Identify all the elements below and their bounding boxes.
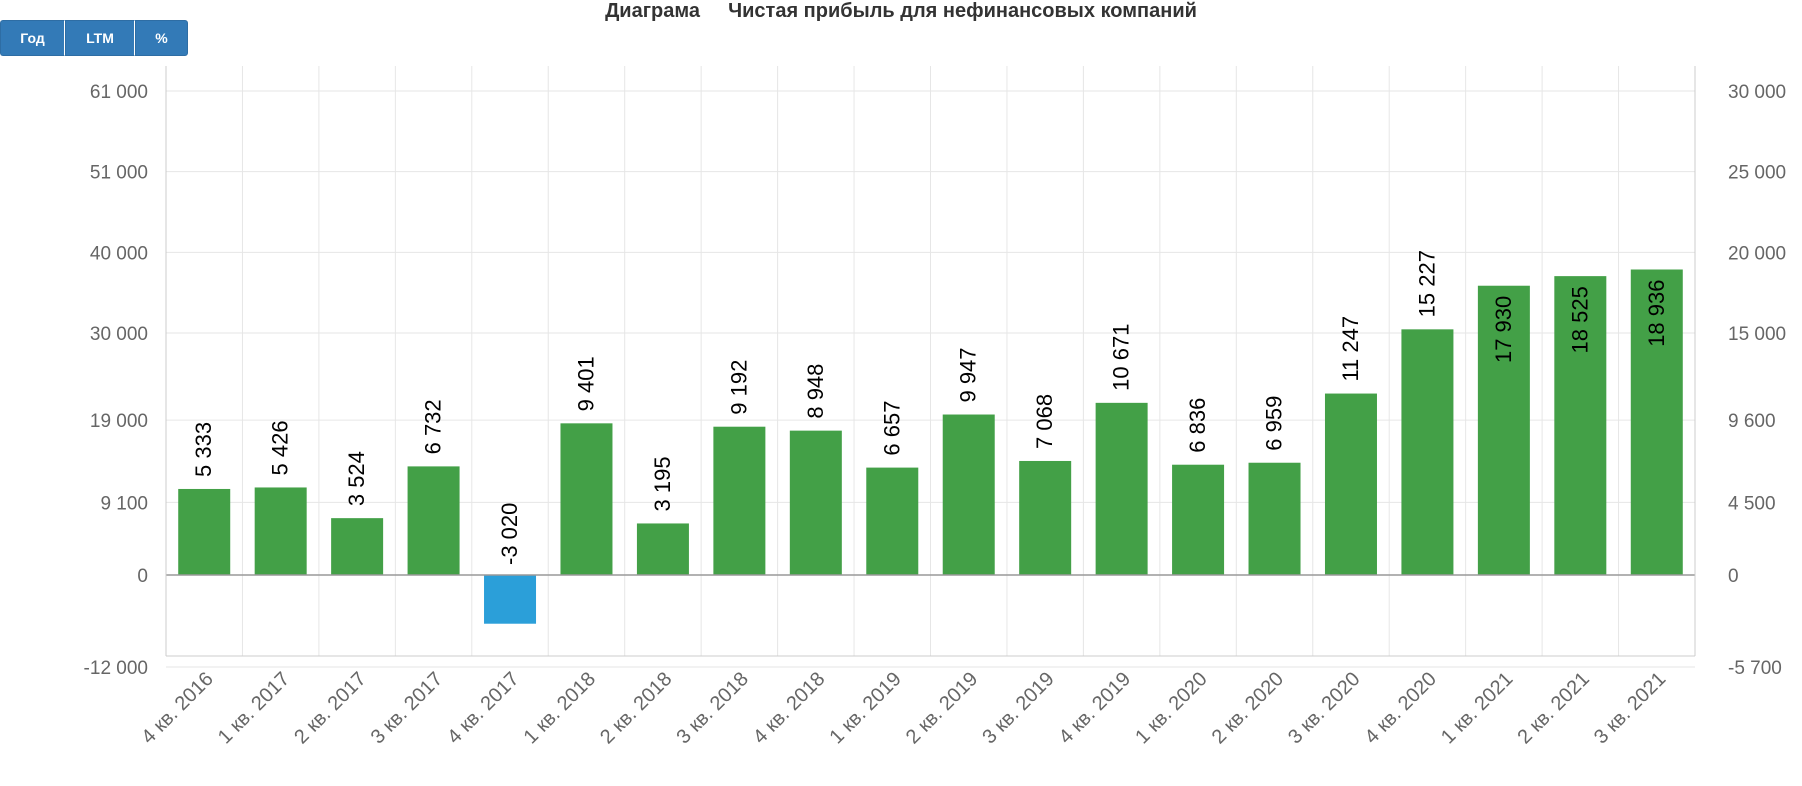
x-tick-label: 4 кв. 2020 [1361, 668, 1441, 748]
y-right-tick-label: 0 [1728, 566, 1739, 587]
data-label: 3 524 [344, 451, 369, 506]
bar[interactable] [866, 467, 919, 575]
y-left-tick-label: 9 100 [100, 493, 148, 514]
x-tick-label: 2 кв. 2017 [290, 668, 370, 748]
data-label: 9 947 [956, 347, 981, 402]
y-right-tick-label: 25 000 [1728, 163, 1786, 184]
y-right-tick-label: 15 000 [1728, 324, 1786, 345]
bar[interactable] [1401, 329, 1454, 575]
data-label: 18 525 [1567, 286, 1592, 353]
data-label: 6 836 [1185, 398, 1210, 453]
y-left-tick-label: 0 [137, 566, 148, 587]
data-label: -3 020 [497, 503, 522, 565]
bars [178, 269, 1683, 624]
data-label: 8 948 [803, 364, 828, 419]
y-left-tick-label: 30 000 [90, 324, 148, 345]
x-tick-label: 1 кв. 2020 [1131, 668, 1211, 748]
y-left-tick-label: 61 000 [90, 82, 148, 103]
data-label: 17 930 [1491, 296, 1516, 363]
chart-title-text: Чистая прибыль для нефинансовых компаний [728, 0, 1197, 22]
axes: -12 000 -5 700 0 0 9 100 4 500 19 000 9 600 30 0… [84, 66, 1786, 748]
x-tick-label: 2 кв. 2018 [596, 668, 676, 748]
x-tick-label: 1 кв. 2017 [214, 668, 294, 748]
x-tick-label: 2 кв. 2020 [1208, 668, 1288, 748]
bar[interactable] [407, 466, 460, 575]
bar[interactable] [331, 518, 384, 575]
bar[interactable] [789, 430, 842, 575]
y-left-tick-label: 19 000 [90, 411, 148, 432]
y-right-tick-label: 30 000 [1728, 82, 1786, 103]
x-tick-label: 1 кв. 2018 [520, 668, 600, 748]
bar[interactable] [942, 414, 995, 575]
bar[interactable] [1019, 460, 1072, 575]
x-tick-label: 3 кв. 2020 [1284, 668, 1364, 748]
y-right-tick-label: 4 500 [1728, 493, 1776, 514]
data-label: 6 732 [421, 399, 446, 454]
x-tick-label: 4 кв. 2017 [443, 668, 523, 748]
bar[interactable] [1248, 462, 1301, 575]
data-label: 5 333 [191, 422, 216, 477]
x-tick-label: 3 кв. 2018 [673, 668, 753, 748]
x-tick-label: 4 кв. 2016 [137, 668, 217, 748]
chart-title-prefix: Диаграма [605, 0, 701, 22]
data-label: 6 959 [1262, 396, 1287, 451]
bar[interactable] [713, 426, 766, 575]
x-tick-label: 3 кв. 2017 [367, 668, 447, 748]
bar[interactable] [1324, 393, 1377, 575]
ltm-button[interactable]: LTM [65, 20, 135, 56]
y-left-tick-label: 40 000 [90, 243, 148, 264]
data-label: 18 936 [1644, 279, 1669, 346]
data-label: 5 426 [268, 420, 293, 475]
data-label: 7 068 [1032, 394, 1057, 449]
grid [165, 66, 1696, 668]
bar[interactable] [560, 423, 613, 575]
bar[interactable] [1554, 276, 1607, 575]
bar[interactable] [1477, 285, 1530, 575]
bar[interactable] [1172, 464, 1225, 575]
x-tick-label: 3 кв. 2021 [1590, 668, 1670, 748]
data-labels: 5 333 5 426 3 524 6 732 -3 020 9 401 3 195 9 19… [191, 250, 1669, 565]
x-tick-label: 2 кв. 2021 [1513, 668, 1593, 748]
x-tick-label: 4 кв. 2018 [749, 668, 829, 748]
y-left-tick-label: 51 000 [90, 163, 148, 184]
y-right-tick-label: 9 600 [1728, 411, 1776, 432]
data-label: 9 192 [726, 360, 751, 415]
data-label: 11 247 [1338, 316, 1363, 382]
x-tick-label: 2 кв. 2019 [902, 668, 982, 748]
data-label: 6 657 [879, 401, 904, 456]
bar[interactable] [484, 575, 537, 624]
y-right-tick-label: 20 000 [1728, 243, 1786, 264]
data-label: 9 401 [573, 356, 598, 411]
bar[interactable] [1630, 269, 1683, 575]
view-toggle-group: Год LTM % [0, 20, 188, 56]
bar[interactable] [1095, 402, 1148, 575]
bar[interactable] [254, 487, 307, 575]
x-tick-label: 1 кв. 2021 [1437, 668, 1517, 748]
percent-button[interactable]: % [135, 20, 188, 56]
data-label: 10 671 [1109, 324, 1134, 391]
year-button[interactable]: Год [0, 20, 65, 56]
x-tick-label: 4 кв. 2019 [1055, 668, 1135, 748]
x-tick-label: 1 кв. 2019 [825, 668, 905, 748]
x-tick-label: 3 кв. 2019 [978, 668, 1058, 748]
data-label: 15 227 [1414, 250, 1439, 317]
chart-title: Диаграма Чистая прибыль для нефинансовых … [0, 0, 1802, 22]
bar[interactable] [636, 523, 689, 575]
y-right-tick-label: -5 700 [1728, 658, 1782, 679]
y-left-tick-label: -12 000 [84, 658, 148, 679]
data-label: 3 195 [650, 456, 675, 511]
bar[interactable] [178, 488, 231, 575]
